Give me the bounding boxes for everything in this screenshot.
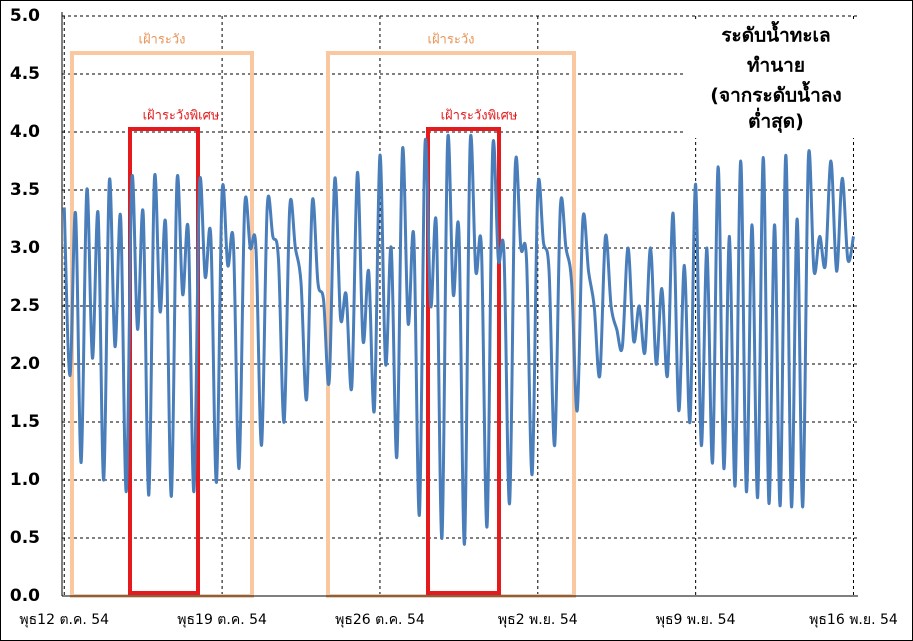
annotation: เฝ้าระวัง (428, 33, 475, 48)
title-box (686, 20, 864, 138)
y-tick-label: 1.0 (10, 470, 40, 490)
chart-title: ระดับน้ำทะเล (721, 21, 830, 47)
chart-title: (จากระดับน้ำลง (710, 81, 841, 107)
y-tick-label: 4.0 (10, 122, 40, 142)
y-tick-label: 1.5 (10, 412, 40, 432)
line-series (62, 133, 855, 546)
annotation: เฝ้าระวัง (139, 33, 186, 48)
y-tick-label: 3.0 (10, 238, 40, 258)
y-tick-label: 4.5 (10, 64, 40, 84)
x-tick-label: พุธ16 พ.ย. 54 (809, 612, 898, 628)
y-tick-label: 0.0 (10, 586, 40, 606)
x-tick-label: พุธ12 ต.ค. 54 (19, 612, 109, 628)
annotation: เฝ้าระวังพิเศษ (441, 109, 518, 124)
y-tick-label: 2.5 (10, 296, 40, 316)
x-tick-label: พุธ2 พ.ย. 54 (498, 612, 578, 628)
annotation: เฝ้าระวังพิเศษ (143, 109, 220, 124)
x-tick-label: พุธ26 ต.ค. 54 (335, 612, 425, 628)
y-tick-label: 3.5 (10, 180, 40, 200)
y-tick-label: 2.0 (10, 354, 40, 374)
chart-title: ทำนาย (747, 55, 805, 77)
y-tick-label: 5.0 (10, 6, 40, 26)
x-tick-label: พุธ19 ต.ค. 54 (177, 612, 267, 628)
special-watch-box (426, 127, 501, 595)
chart-title: ต่ำสุด) (748, 108, 804, 134)
y-tick-label: 0.5 (10, 528, 40, 548)
x-tick-label: พุธ9 พ.ย. 54 (656, 612, 736, 628)
